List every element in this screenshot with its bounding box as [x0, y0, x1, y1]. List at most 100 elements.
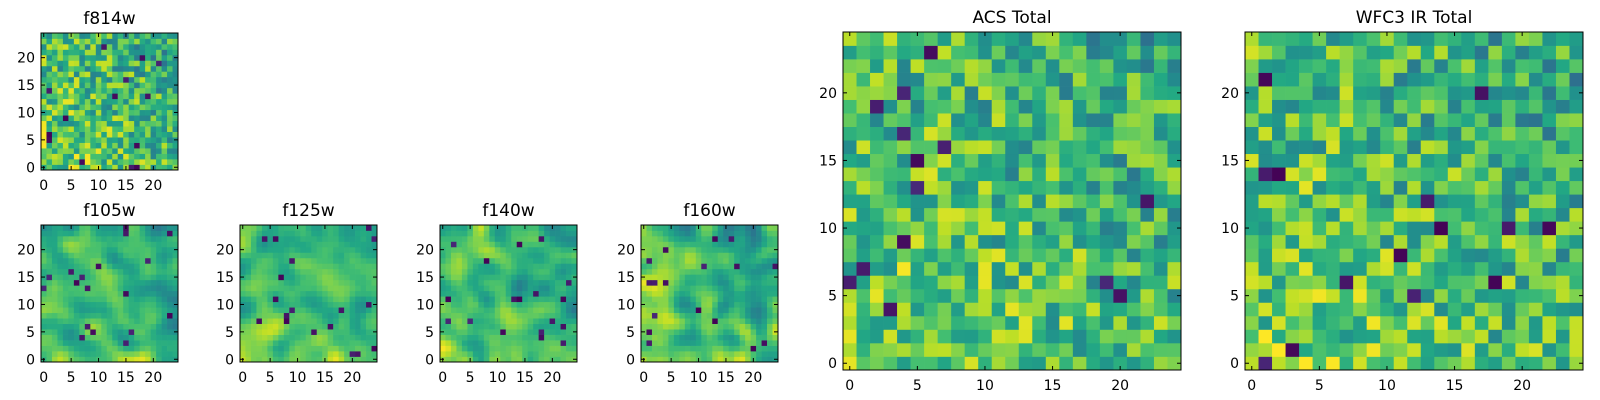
- heatmap-cell: [278, 329, 285, 335]
- heatmap-cell: [1299, 45, 1313, 60]
- heatmap-cell: [145, 307, 151, 314]
- heatmap-cell: [1461, 234, 1476, 249]
- heatmap-cell: [560, 334, 567, 341]
- heatmap-cell: [167, 115, 173, 122]
- heatmap-cell: [1515, 207, 1530, 222]
- heatmap-cell: [46, 257, 53, 264]
- heatmap-cell: [1474, 153, 1489, 168]
- heatmap-cell: [924, 140, 938, 155]
- heatmap-cell: [305, 318, 312, 324]
- heatmap-cell: [139, 148, 146, 154]
- heatmap-cell: [1245, 126, 1259, 141]
- heatmap-cell: [294, 351, 301, 357]
- heatmap-cell: [128, 268, 135, 275]
- heatmap-cell: [305, 285, 312, 292]
- heatmap-cell: [1258, 113, 1273, 127]
- heatmap-cell: [527, 329, 534, 335]
- heatmap-cell: [761, 356, 768, 363]
- heatmap-cell: [139, 263, 146, 270]
- heatmap-cell: [90, 252, 97, 259]
- heatmap-cell: [1018, 248, 1033, 263]
- heatmap-cell: [445, 356, 452, 363]
- heatmap-cell: [272, 246, 279, 253]
- heatmap-cell: [937, 356, 952, 371]
- heatmap-cell: [106, 49, 113, 56]
- heatmap-cell: [533, 230, 539, 237]
- heatmap-cell: [1258, 342, 1273, 357]
- heatmap-cell: [305, 241, 312, 248]
- heatmap-cell: [62, 246, 69, 253]
- heatmap-cell: [95, 263, 102, 270]
- heatmap-cell: [1339, 248, 1354, 263]
- heatmap-cell: [673, 285, 680, 292]
- heatmap-cell: [112, 33, 119, 39]
- heatmap-cell: [1113, 99, 1128, 114]
- heatmap-cell: [294, 345, 301, 352]
- heatmap-cell: [139, 93, 146, 100]
- heatmap-cell: [964, 72, 979, 87]
- heatmap-cell: [571, 279, 578, 286]
- heatmap-cell: [533, 318, 539, 324]
- heatmap-cell: [167, 131, 173, 138]
- heatmap-cell: [1167, 59, 1182, 73]
- heatmap-cell: [1032, 248, 1047, 263]
- heatmap-cell: [355, 318, 361, 324]
- heatmap-cell: [134, 115, 140, 122]
- heatmap-cell: [349, 274, 356, 281]
- heatmap-cell: [1312, 72, 1327, 87]
- heatmap-cell: [1272, 207, 1286, 222]
- heatmap-cell: [739, 318, 746, 324]
- heatmap-cell: [1045, 126, 1060, 141]
- heatmap-cell: [555, 323, 561, 330]
- heatmap-cell: [516, 257, 523, 264]
- heatmap-cell: [139, 120, 146, 127]
- heatmap-cell: [245, 279, 252, 286]
- heatmap-cell: [910, 261, 925, 276]
- heatmap-cell: [717, 307, 724, 314]
- heatmap-cell: [1326, 342, 1340, 357]
- heatmap-cell: [761, 323, 768, 330]
- heatmap-cell: [46, 323, 53, 330]
- heatmap-cell: [95, 329, 102, 335]
- heatmap-cell: [1339, 153, 1354, 168]
- heatmap-cell: [1420, 167, 1435, 182]
- heatmap-cell: [489, 274, 496, 281]
- heatmap-cell: [657, 241, 664, 248]
- heatmap-cell: [294, 263, 301, 270]
- heatmap-cell: [745, 318, 751, 324]
- heatmap-cell: [544, 345, 550, 352]
- heatmap-cell: [641, 263, 647, 270]
- heatmap-cell: [46, 329, 53, 335]
- heatmap-cell: [150, 263, 157, 270]
- heatmap-cell: [161, 49, 168, 56]
- heatmap-cell: [527, 268, 534, 275]
- heatmap-cell: [1326, 86, 1340, 100]
- heatmap-cell: [95, 131, 102, 138]
- heatmap-cell: [1501, 180, 1516, 195]
- heatmap-cell: [90, 285, 97, 292]
- heatmap-cell: [761, 329, 768, 335]
- heatmap-cell: [1474, 113, 1489, 127]
- heatmap-cell: [289, 279, 296, 286]
- heatmap-cell: [684, 290, 691, 297]
- heatmap-cell: [1461, 302, 1476, 317]
- heatmap-cell: [684, 241, 691, 248]
- heatmap-cell: [695, 351, 702, 357]
- heatmap-cell: [349, 257, 356, 264]
- heatmap-cell: [756, 329, 762, 335]
- heatmap-cell: [445, 274, 452, 281]
- heatmap-cell: [349, 263, 356, 270]
- heatmap-cell: [1086, 302, 1101, 317]
- y-tick-label: 15: [216, 270, 234, 286]
- heatmap-cell: [1542, 167, 1557, 182]
- heatmap-cell: [300, 252, 307, 259]
- heatmap-cell: [90, 104, 97, 111]
- heatmap-cell: [73, 329, 80, 335]
- heatmap-cell: [106, 296, 113, 303]
- heatmap-cell: [123, 82, 130, 89]
- heatmap-cell: [250, 318, 257, 324]
- heatmap-cell: [51, 263, 58, 270]
- heatmap-cell: [646, 312, 653, 319]
- heatmap-cell: [494, 241, 501, 248]
- heatmap-cell: [1099, 221, 1114, 236]
